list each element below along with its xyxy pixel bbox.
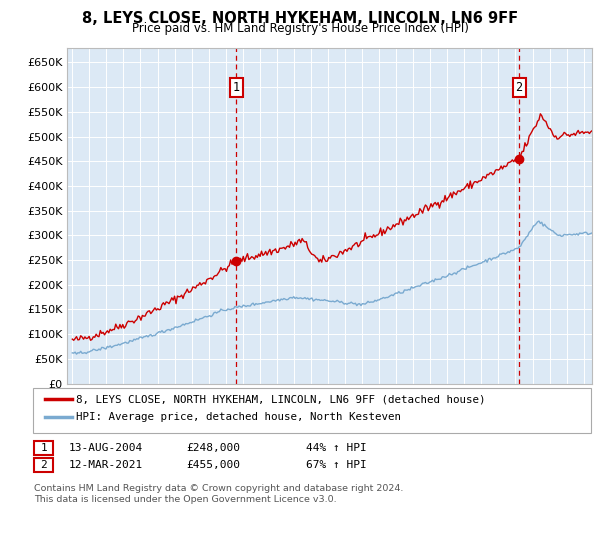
Text: 2: 2: [515, 81, 523, 94]
Text: 44% ↑ HPI: 44% ↑ HPI: [306, 443, 367, 453]
Text: Price paid vs. HM Land Registry's House Price Index (HPI): Price paid vs. HM Land Registry's House …: [131, 22, 469, 35]
Text: 2: 2: [40, 460, 47, 470]
Text: HPI: Average price, detached house, North Kesteven: HPI: Average price, detached house, Nort…: [76, 412, 401, 422]
Text: Contains HM Land Registry data © Crown copyright and database right 2024.
This d: Contains HM Land Registry data © Crown c…: [34, 484, 404, 504]
Text: 8, LEYS CLOSE, NORTH HYKEHAM, LINCOLN, LN6 9FF: 8, LEYS CLOSE, NORTH HYKEHAM, LINCOLN, L…: [82, 11, 518, 26]
Text: £248,000: £248,000: [186, 443, 240, 453]
Text: 12-MAR-2021: 12-MAR-2021: [69, 460, 143, 470]
Text: 1: 1: [233, 81, 240, 94]
Text: 1: 1: [40, 443, 47, 453]
Text: 8, LEYS CLOSE, NORTH HYKEHAM, LINCOLN, LN6 9FF (detached house): 8, LEYS CLOSE, NORTH HYKEHAM, LINCOLN, L…: [76, 394, 486, 404]
Text: 13-AUG-2004: 13-AUG-2004: [69, 443, 143, 453]
Text: 67% ↑ HPI: 67% ↑ HPI: [306, 460, 367, 470]
Text: £455,000: £455,000: [186, 460, 240, 470]
